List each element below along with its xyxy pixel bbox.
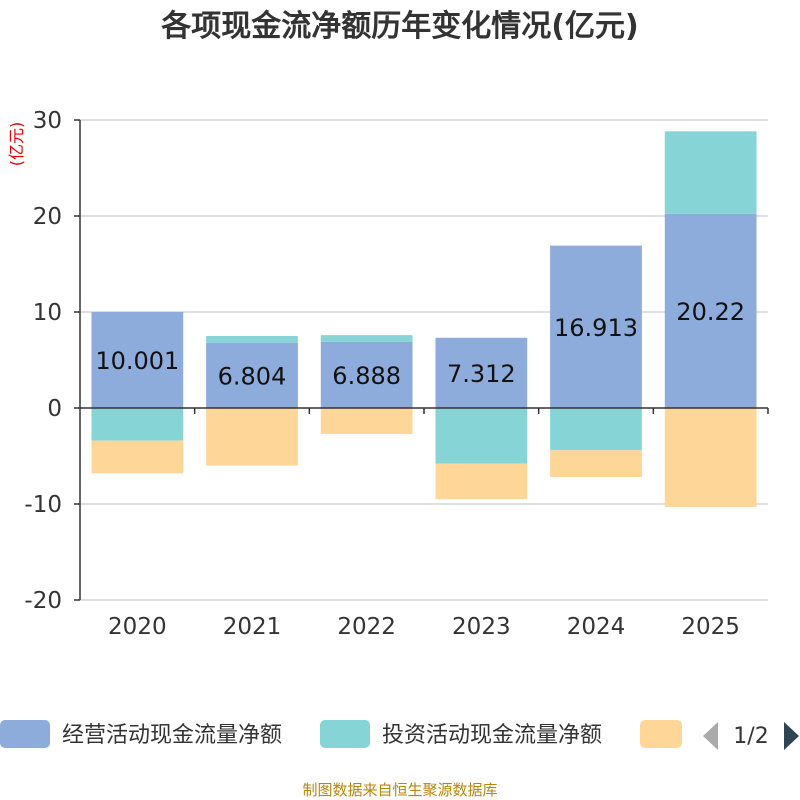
legend-label-operating: 经营活动现金流量净额	[62, 723, 282, 748]
y-tick-label: 20	[33, 204, 62, 230]
chart-title: 各项现金流净额历年变化情况(亿元)	[160, 9, 638, 44]
bar-financing-2020[interactable]	[91, 440, 184, 474]
x-tick-label: 2024	[567, 614, 626, 640]
bar-financing-2023[interactable]	[435, 463, 528, 500]
legend-item-investing[interactable]: 投资活动现金流量净额	[320, 720, 602, 748]
bar-investing-2021[interactable]	[206, 335, 298, 343]
x-tick-label: 2021	[223, 614, 282, 640]
y-tick-label: 30	[33, 108, 62, 134]
x-tick-label: 2020	[108, 614, 167, 640]
bar-financing-2021[interactable]	[206, 408, 298, 466]
x-tick-label: 2022	[337, 614, 396, 640]
bar-financing-2022[interactable]	[320, 408, 413, 434]
source-footer: 制图数据来自恒生聚源数据库	[302, 781, 497, 799]
legend-item-financing[interactable]	[640, 720, 682, 748]
data-label-2024: 16.913	[554, 314, 638, 342]
data-label-2021: 6.804	[218, 362, 287, 390]
axes: 30 20 10 0 -10 -20 2020 2021 2022 2023 2024 2025	[24, 108, 769, 640]
triangle-left-icon[interactable]	[703, 722, 718, 750]
data-label-2023: 7.312	[447, 360, 516, 388]
legend-swatch-financing	[640, 720, 682, 748]
bar-investing-2025[interactable]	[664, 131, 757, 214]
bar-financing-2024[interactable]	[550, 450, 642, 478]
bar-operating-2023[interactable]	[435, 337, 528, 408]
x-tick-label: 2023	[452, 614, 511, 640]
bar-investing-2020[interactable]	[91, 408, 184, 441]
data-labels: 10.001 6.804 6.888 7.312 16.913 20.22	[95, 298, 745, 390]
y-tick-label: -20	[24, 588, 62, 614]
data-label-2025: 20.22	[676, 298, 745, 326]
bar-investing-2022[interactable]	[320, 335, 413, 342]
legend-swatch-investing	[320, 720, 370, 748]
x-tick-label: 2025	[681, 614, 740, 640]
y-tick-label: -10	[24, 492, 62, 518]
bar-financing-2025[interactable]	[664, 408, 757, 507]
legend-item-operating[interactable]: 经营活动现金流量净额	[0, 720, 282, 748]
bars	[91, 131, 757, 507]
legend: 经营活动现金流量净额 投资活动现金流量净额 1/2	[0, 720, 799, 750]
bar-operating-2025[interactable]	[664, 213, 757, 408]
data-label-2020: 10.001	[95, 347, 179, 375]
y-tick-label: 0	[47, 396, 62, 422]
legend-label-investing: 投资活动现金流量净额	[382, 723, 602, 748]
legend-page-indicator: 1/2	[733, 724, 768, 749]
legend-pager: 1/2	[703, 722, 799, 750]
bar-investing-2024[interactable]	[550, 408, 642, 451]
gridlines	[80, 119, 768, 601]
bar-investing-2023[interactable]	[435, 408, 528, 464]
bar-operating-2020[interactable]	[91, 311, 184, 408]
y-axis-unit-label: (亿元)	[7, 122, 26, 167]
y-tick-label: 10	[33, 300, 62, 326]
bar-operating-2022[interactable]	[320, 341, 413, 408]
bar-operating-2021[interactable]	[206, 342, 298, 408]
data-label-2022: 6.888	[332, 362, 401, 390]
legend-swatch-operating	[0, 720, 50, 748]
triangle-right-icon[interactable]	[784, 722, 799, 750]
bar-operating-2024[interactable]	[550, 245, 642, 408]
